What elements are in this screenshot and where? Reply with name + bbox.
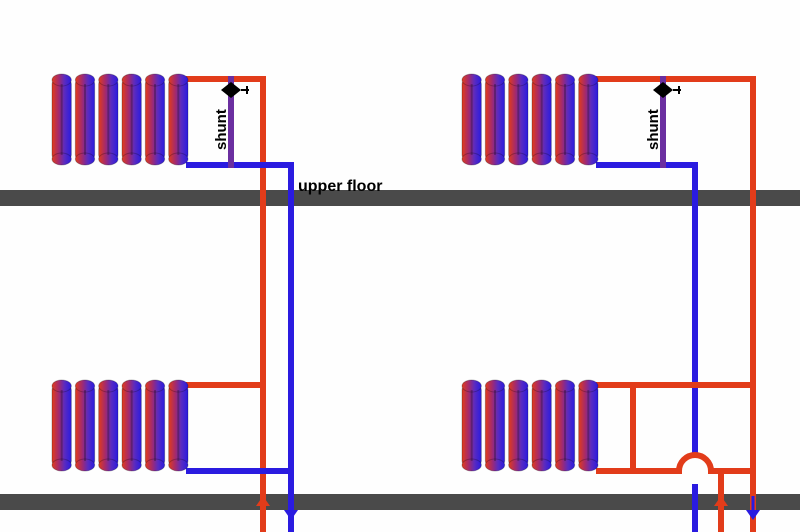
left-cold-riser [288, 162, 294, 532]
right-bot-hot-return-seg2 [708, 468, 756, 474]
arrow-right-down [744, 496, 762, 520]
right-cold-riser-lower [692, 484, 698, 532]
label-shunt-right: shunt [645, 109, 662, 150]
right-shunt-valve [653, 80, 681, 100]
radiator-bot-left [50, 378, 190, 473]
arrow-left-up [254, 496, 272, 520]
radiator-top-right [460, 72, 600, 167]
radiator-bot-right [460, 378, 600, 473]
left-top-cold-return [186, 162, 294, 168]
lower-floor-slab [0, 494, 800, 510]
label-shunt-left: shunt [213, 109, 230, 150]
left-bot-cold-return [186, 468, 294, 474]
left-bot-hot-feed [186, 382, 266, 388]
left-hot-riser [260, 76, 266, 532]
diagram-stage: upper floor shunt shunt [0, 0, 800, 532]
label-upper-floor: upper floor [298, 178, 382, 196]
right-bot-hot-feed [596, 382, 756, 388]
left-shunt-valve [221, 80, 249, 100]
upper-floor-slab [0, 190, 800, 206]
arrow-left-down [282, 496, 300, 520]
right-hot-riser [750, 76, 756, 532]
right-bot-hot-return-seg1 [596, 468, 682, 474]
arrow-right-up [712, 496, 730, 520]
right-top-cold-return [596, 162, 698, 168]
radiator-top-left [50, 72, 190, 167]
right-cold-riser-upper [692, 162, 698, 458]
right-bot-bypass [630, 382, 636, 474]
